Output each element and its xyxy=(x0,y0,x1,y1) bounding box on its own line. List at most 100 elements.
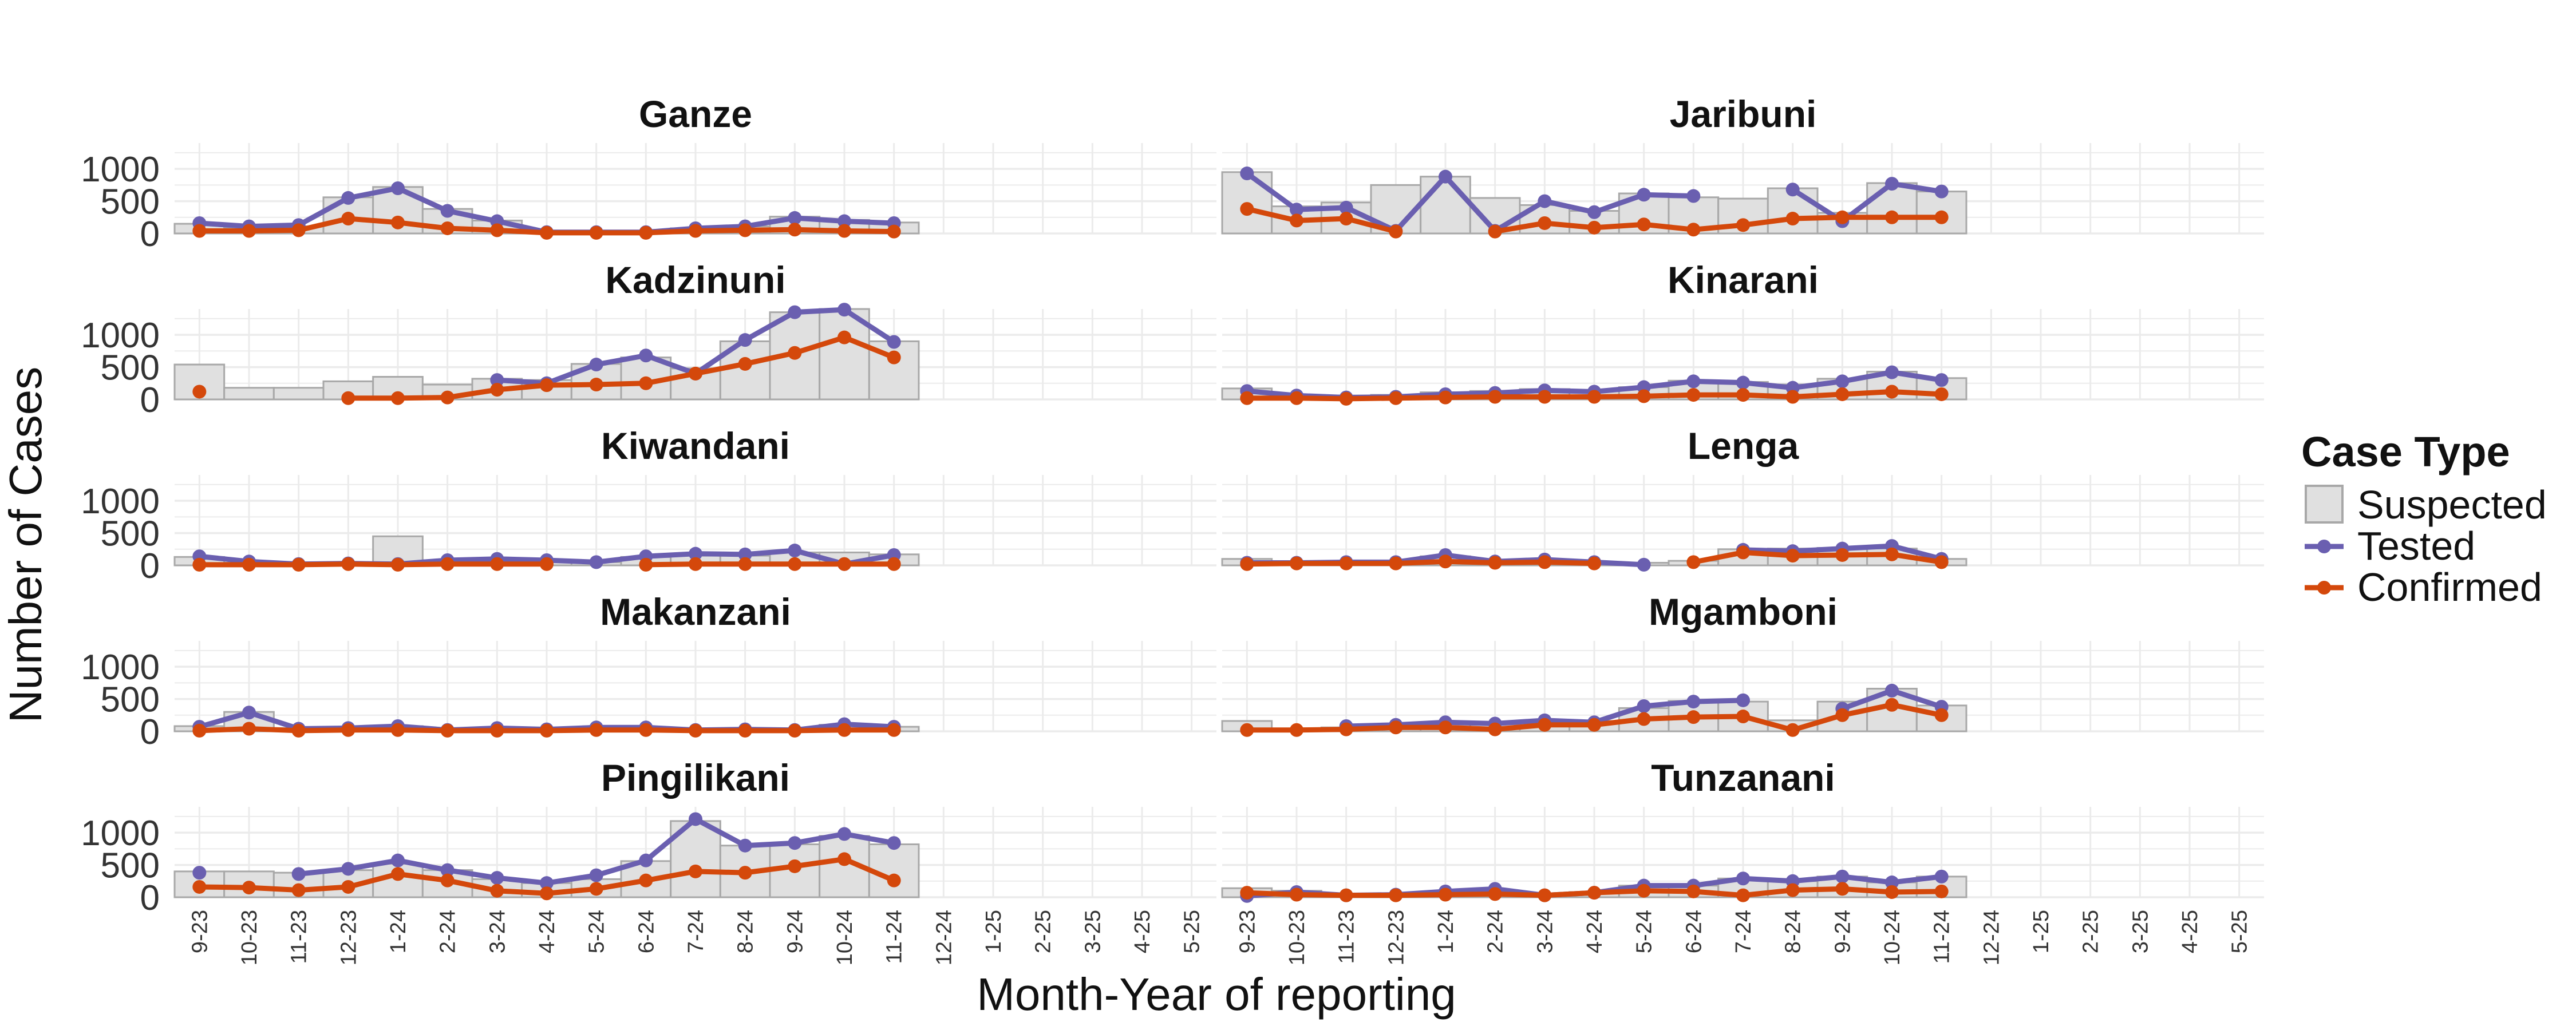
point-confirmed xyxy=(1290,723,1303,737)
point-confirmed xyxy=(1240,723,1254,737)
point-tested xyxy=(1240,167,1254,181)
point-confirmed xyxy=(1587,886,1601,900)
point-confirmed xyxy=(341,880,355,894)
point-confirmed xyxy=(1686,388,1701,402)
point-confirmed xyxy=(1587,390,1601,404)
panel-mgamboni: Mgamboni xyxy=(1221,591,2264,737)
point-confirmed xyxy=(1439,720,1452,735)
x-tick-label: 2-24 xyxy=(1484,910,1508,953)
point-tested xyxy=(1885,177,1899,191)
point-confirmed xyxy=(391,215,405,229)
x-axis-title: Month-Year of reporting xyxy=(977,969,1456,1020)
point-tested xyxy=(887,836,901,850)
point-confirmed xyxy=(1240,886,1254,900)
point-tested xyxy=(1835,869,1850,884)
x-tick-label: 11-24 xyxy=(883,910,907,964)
point-confirmed xyxy=(788,723,802,738)
point-tested xyxy=(887,335,901,349)
panel-title: Tunzanani xyxy=(1651,756,1835,799)
point-confirmed xyxy=(689,366,702,381)
point-confirmed xyxy=(391,557,405,572)
x-tick-label: 4-24 xyxy=(1583,910,1607,953)
bar-suspected xyxy=(1866,182,1918,235)
x-tick-label: 5-24 xyxy=(1633,910,1657,953)
point-confirmed xyxy=(391,723,405,737)
point-confirmed xyxy=(689,557,702,571)
point-confirmed xyxy=(1488,887,1502,901)
point-confirmed xyxy=(1736,710,1750,724)
x-tick-label: 10-23 xyxy=(1285,910,1309,965)
point-tested xyxy=(490,871,504,885)
point-confirmed xyxy=(1538,216,1552,230)
point-tested xyxy=(639,348,653,363)
point-confirmed xyxy=(738,866,752,880)
panel-lenga: Lenga xyxy=(1221,425,2264,572)
point-tested xyxy=(788,836,802,850)
point-confirmed xyxy=(1785,723,1800,737)
y-tick-label: 500 xyxy=(101,514,160,554)
point-tested xyxy=(391,853,405,867)
point-tested xyxy=(1538,194,1552,208)
point-confirmed xyxy=(887,224,901,239)
point-confirmed xyxy=(1389,888,1403,902)
point-tested xyxy=(341,862,355,876)
point-confirmed xyxy=(341,391,355,405)
point-confirmed xyxy=(540,557,554,571)
point-confirmed xyxy=(1885,885,1899,899)
point-confirmed xyxy=(837,330,851,344)
point-tested xyxy=(1885,876,1899,890)
x-tick-label: 10-24 xyxy=(833,910,857,965)
y-tick-label: 0 xyxy=(140,215,160,254)
point-confirmed xyxy=(490,884,504,898)
legend-tested-marker xyxy=(2317,540,2331,553)
point-confirmed xyxy=(540,723,554,738)
point-confirmed xyxy=(1686,223,1701,237)
point-confirmed xyxy=(1339,212,1353,226)
panel-title: Mgamboni xyxy=(1649,591,1838,633)
y-tick-label: 1000 xyxy=(81,648,160,687)
bar-suspected xyxy=(1420,176,1471,235)
point-tested xyxy=(589,555,603,569)
point-tested xyxy=(1637,188,1651,202)
point-confirmed xyxy=(1637,217,1651,232)
x-tick-label: 5-25 xyxy=(1180,910,1204,953)
x-tick-labels: 9-23 10-23 11-23 12-23 1-24 2-24 3-24 4-24 5-24 6… xyxy=(188,910,2251,965)
point-confirmed xyxy=(1736,888,1750,902)
point-tested xyxy=(639,853,653,867)
point-confirmed xyxy=(1290,556,1303,571)
point-confirmed xyxy=(738,223,752,237)
point-confirmed xyxy=(1885,547,1899,561)
point-confirmed xyxy=(1885,385,1899,399)
point-confirmed xyxy=(1439,390,1452,405)
point-confirmed xyxy=(391,867,405,881)
point-confirmed xyxy=(1885,698,1899,712)
x-tick-label: 7-24 xyxy=(1732,910,1756,953)
x-tick-label: 1-24 xyxy=(386,910,410,953)
point-confirmed xyxy=(242,722,256,736)
point-confirmed xyxy=(192,385,207,399)
point-confirmed xyxy=(1736,545,1750,560)
point-confirmed xyxy=(1934,387,1949,401)
x-tick-label: 3-24 xyxy=(1533,910,1557,953)
point-confirmed xyxy=(1488,390,1502,404)
point-tested xyxy=(837,827,851,841)
y-tick-label: 1000 xyxy=(81,814,160,853)
y-tick-label: 500 xyxy=(101,348,160,388)
panel-tunzanani: Tunzanani xyxy=(1221,756,2264,903)
point-confirmed xyxy=(1240,202,1254,216)
point-confirmed xyxy=(1488,224,1502,239)
point-confirmed xyxy=(391,391,405,405)
point-confirmed xyxy=(1339,888,1353,902)
x-tick-label: 11-23 xyxy=(287,910,311,964)
legend-confirmed-marker xyxy=(2317,581,2331,595)
point-confirmed xyxy=(1835,882,1850,896)
point-tested xyxy=(242,706,256,720)
x-tick-label: 12-23 xyxy=(1384,910,1408,965)
point-confirmed xyxy=(1785,549,1800,563)
point-confirmed xyxy=(837,723,851,737)
point-confirmed xyxy=(589,723,603,737)
point-tested xyxy=(1934,869,1949,884)
x-tick-label: 8-24 xyxy=(734,910,758,953)
point-confirmed xyxy=(887,723,901,737)
